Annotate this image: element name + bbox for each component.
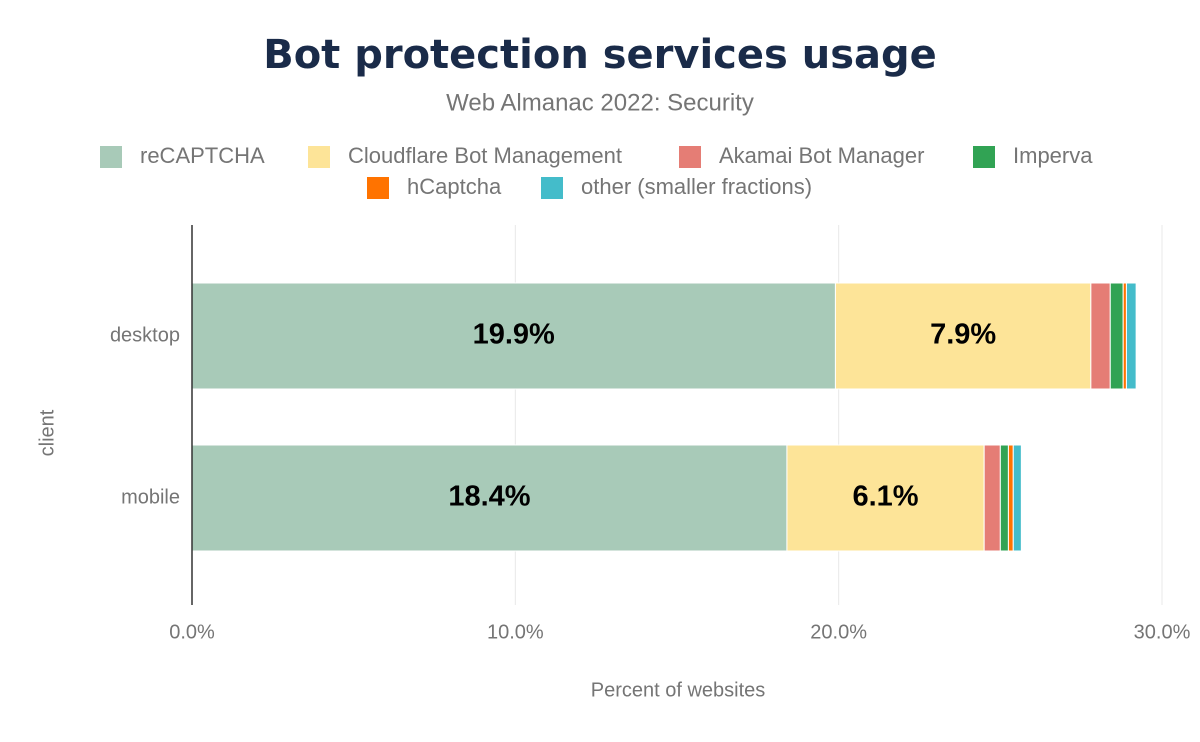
y-tick-label: desktop	[110, 324, 180, 346]
legend-label: Akamai Bot Manager	[719, 143, 924, 168]
legend-label: Imperva	[1013, 143, 1093, 168]
bar-segment	[1109, 282, 1124, 390]
legend-swatch	[100, 146, 122, 168]
y-axis-label: client	[36, 409, 58, 456]
chart-title: Bot protection services usage	[263, 32, 937, 78]
bar-segment	[834, 282, 1092, 390]
bar-segment	[999, 444, 1009, 552]
legend-swatch	[308, 146, 330, 168]
legend-label: reCAPTCHA	[140, 143, 265, 168]
data-label: 6.1%	[852, 481, 918, 513]
x-tick-label: 30.0%	[1134, 621, 1191, 643]
bar-segment	[1012, 444, 1022, 552]
legend-swatch	[973, 146, 995, 168]
chart-subtitle: Web Almanac 2022: Security	[446, 89, 754, 116]
y-tick-label: mobile	[121, 486, 180, 508]
bar-segment	[191, 282, 836, 390]
bar-segment	[1090, 282, 1111, 390]
legend-swatch	[367, 177, 389, 199]
bar-segment	[1007, 444, 1014, 552]
legend-swatch	[541, 177, 563, 199]
x-tick-label: 10.0%	[487, 621, 544, 643]
data-label: 7.9%	[930, 319, 996, 351]
bar-segment	[983, 444, 1001, 552]
legend-swatch	[679, 146, 701, 168]
x-tick-label: 20.0%	[810, 621, 867, 643]
bar-segment	[1125, 282, 1137, 390]
x-axis-label: Percent of websites	[591, 679, 766, 701]
legend-label: Cloudflare Bot Management	[348, 143, 622, 168]
data-label: 19.9%	[473, 319, 555, 351]
legend-label: hCaptcha	[407, 174, 502, 199]
bar-segment	[786, 444, 985, 552]
data-label: 18.4%	[448, 481, 530, 513]
legend-label: other (smaller fractions)	[581, 174, 812, 199]
x-tick-label: 0.0%	[169, 621, 215, 643]
